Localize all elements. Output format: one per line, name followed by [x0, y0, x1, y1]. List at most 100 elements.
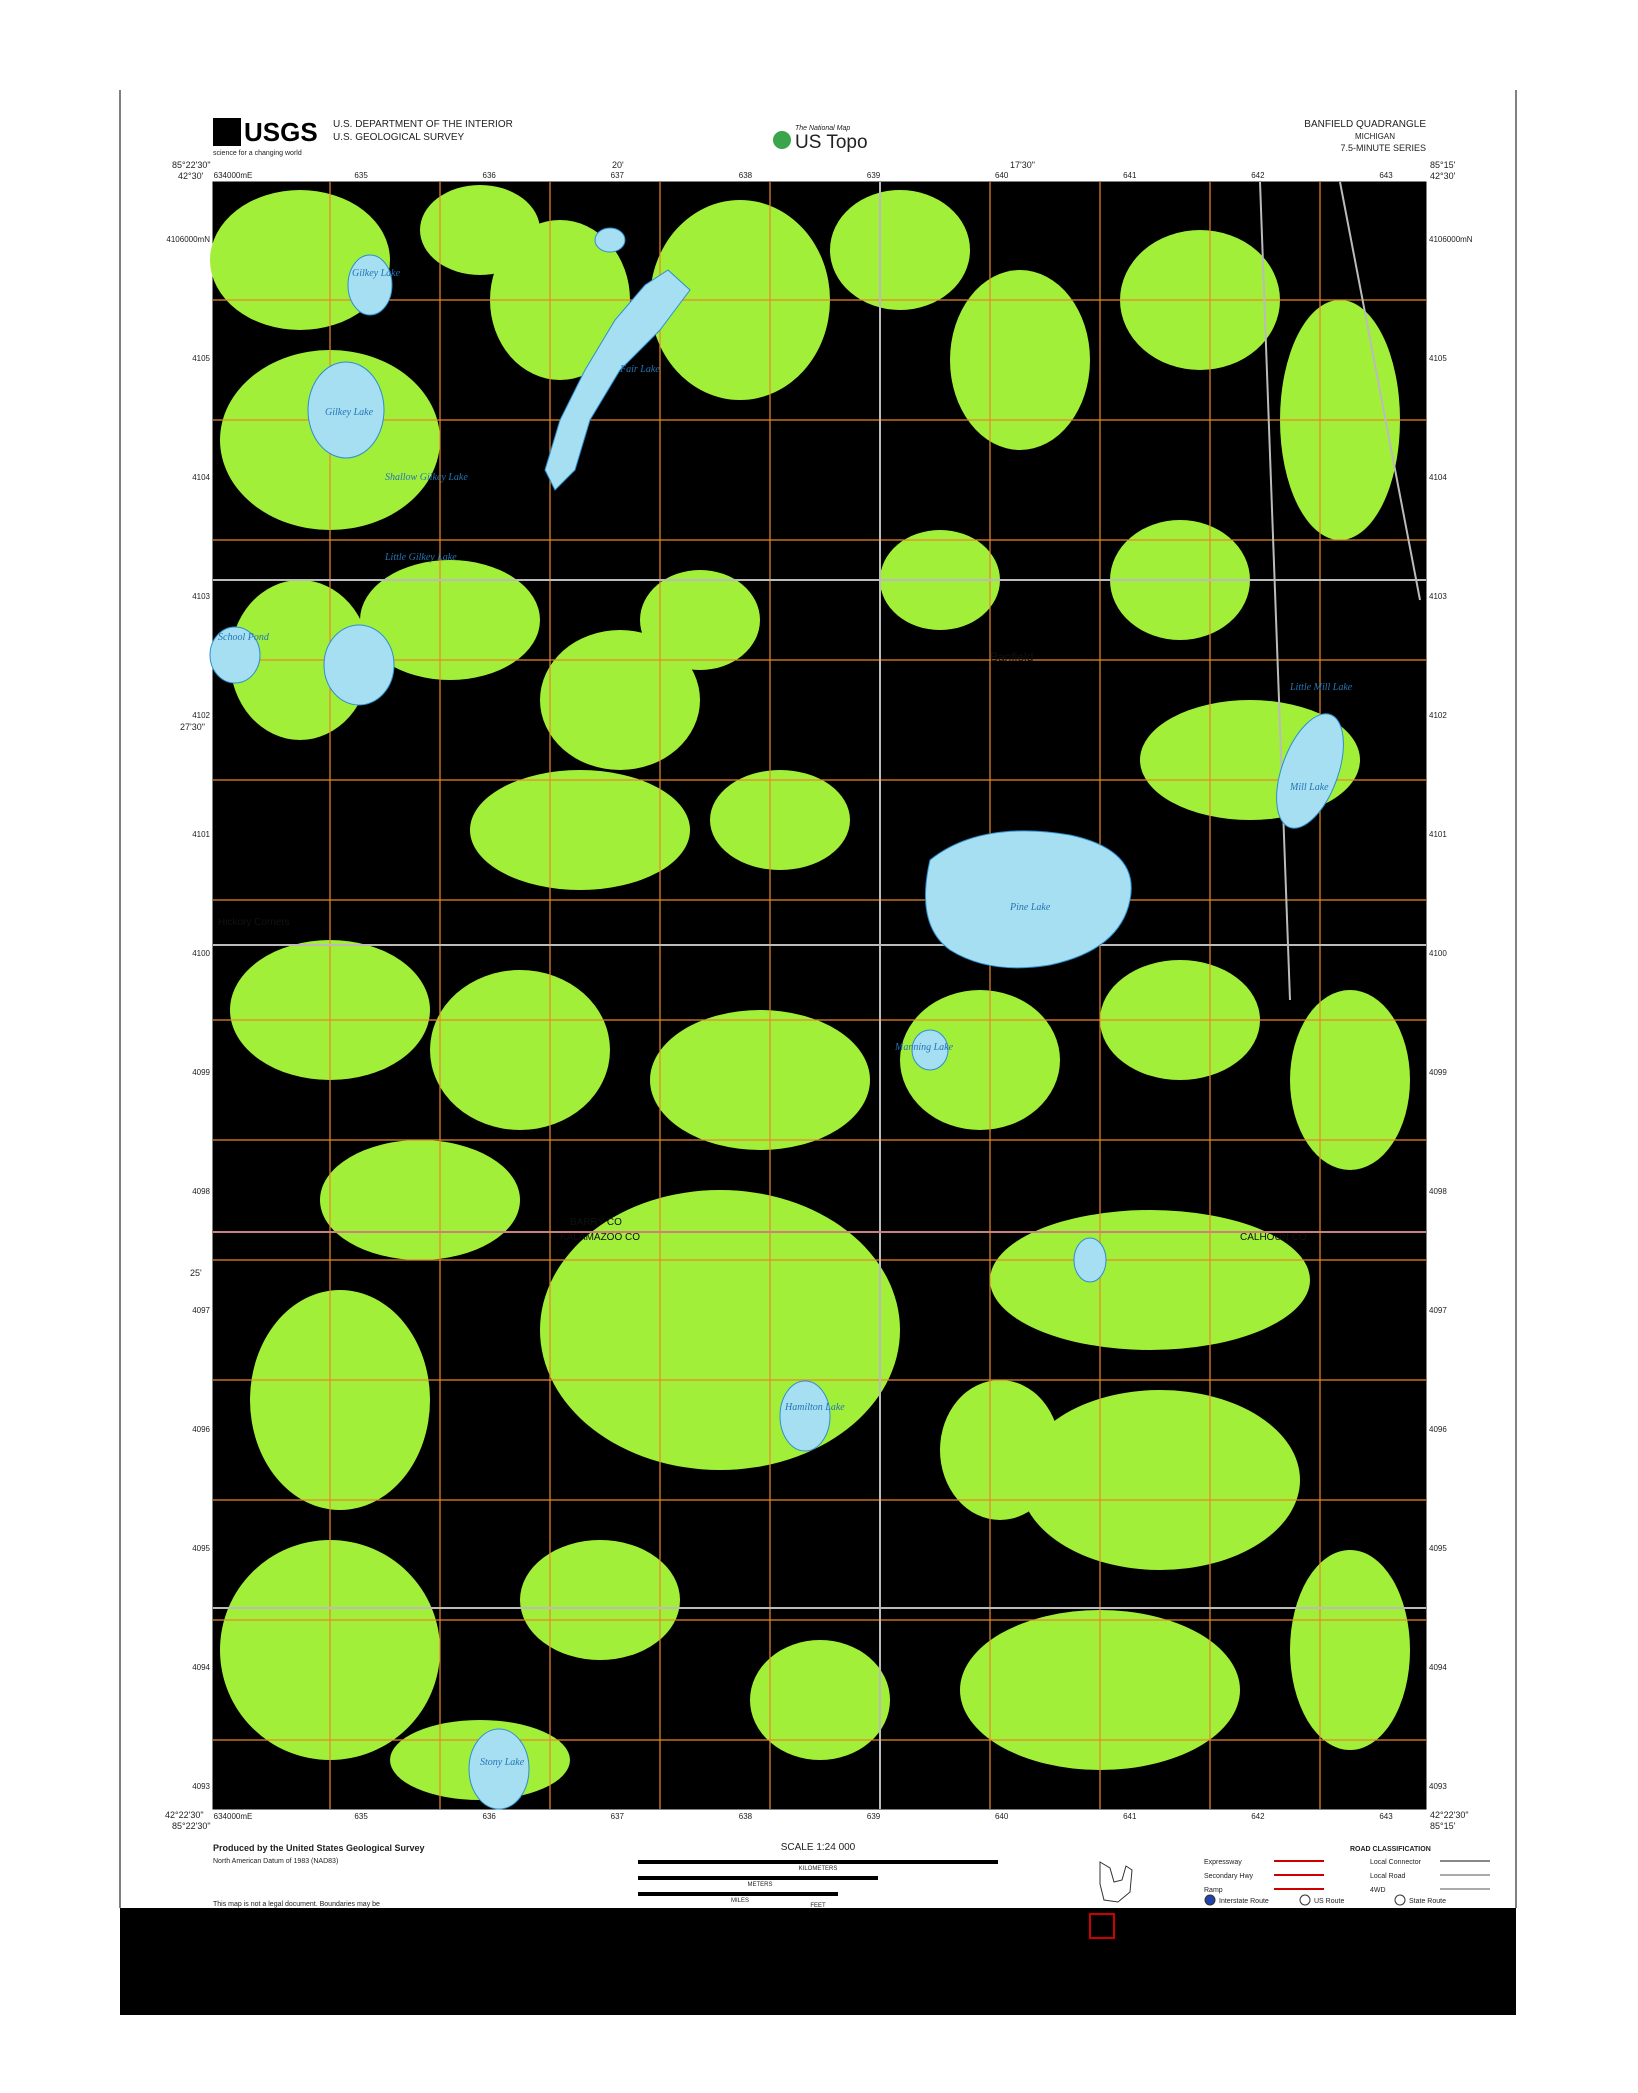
place-label: Little Gilkey Lake [384, 552, 457, 563]
northing-label: 4099 [192, 1068, 210, 1077]
usgs-mark [213, 118, 241, 146]
easting-label: 643 [1379, 171, 1393, 180]
northing-label: 4104 [1429, 473, 1447, 482]
road-type: Local Road [1370, 1873, 1406, 1880]
road-type: Expressway [1204, 1859, 1242, 1866]
place-label: Hickory Corners [218, 917, 290, 928]
series: 7.5-MINUTE SERIES [1340, 143, 1426, 153]
route-symbol [1204, 1894, 1216, 1906]
northing-label: 4106000mN [166, 235, 210, 244]
road-legend: Expressway Secondary Hwy Ramp Local Connect… [1204, 1859, 1490, 1906]
scale-unit: KILOMETERS [799, 1866, 838, 1872]
bottom-band [120, 1908, 1516, 2015]
easting-label: 640 [995, 171, 1009, 180]
corner-label: 85°15' [1430, 160, 1456, 170]
usgs-logo: USGS [244, 117, 318, 147]
northing-label: 4101 [1429, 830, 1447, 839]
grid-tick-labels: 634000mE 634000mE 635 635 636 636 637 637 638 638… [166, 171, 1472, 1821]
northing-label: 4103 [192, 592, 210, 601]
northing-label: 4098 [1429, 1187, 1447, 1196]
scale-bar [638, 1892, 838, 1896]
us-topo: US Topo [795, 132, 868, 153]
scale-bar [638, 1860, 998, 1864]
northing-label: 4103 [1429, 592, 1447, 601]
road-type: 4WD [1370, 1887, 1386, 1894]
place-label: Hamilton Lake [784, 1402, 845, 1413]
place-label: School Pond [218, 632, 270, 643]
corner-label: 85°22'30" [172, 160, 211, 170]
road-type: Local Connector [1370, 1859, 1422, 1866]
corner-label: 42°30' [1430, 171, 1456, 181]
corner-label: 17'30" [1010, 160, 1035, 170]
corner-label: 20' [612, 160, 624, 170]
route-symbol [1394, 1894, 1406, 1906]
tagline: science for a changing world [213, 150, 302, 157]
place-label: Mill Lake [1289, 782, 1329, 793]
marker [1089, 1913, 1115, 1939]
easting-label: 642 [1251, 171, 1265, 180]
county-label: BARRY CO [570, 1217, 622, 1228]
scale-unit: FEET [810, 1903, 826, 1909]
county-label: KALAMAZOO CO [560, 1232, 640, 1243]
easting-label: 636 [483, 171, 497, 180]
northing-label: 4095 [1429, 1544, 1447, 1553]
northing-label: 4093 [1429, 1782, 1447, 1791]
northing-label: 4102 [1429, 711, 1447, 720]
easting-label: 642 [1251, 1812, 1265, 1821]
route-type: State Route [1409, 1898, 1446, 1905]
place-labels: Gilkey Lake Fair Lake Gilkey Lake Shallo… [218, 268, 1353, 1768]
northing-label: 4098 [192, 1187, 210, 1196]
northing-label: 4106000mN [1429, 235, 1473, 244]
survey: U.S. GEOLOGICAL SURVEY [333, 132, 464, 143]
place-label: Manning Lake [894, 1042, 954, 1053]
datum: North American Datum of 1983 (NAD83) [213, 1858, 338, 1865]
easting-label: 639 [867, 1812, 881, 1821]
corner-label: 42°22'30" [165, 1810, 204, 1820]
easting-label: 634000mE [214, 171, 253, 180]
northing-label: 4101 [192, 830, 210, 839]
northing-label: 4096 [1429, 1425, 1447, 1434]
topo-icon [773, 131, 791, 149]
northing-label: 4095 [192, 1544, 210, 1553]
easting-label: 635 [354, 1812, 368, 1821]
scale-unit: MILES [731, 1898, 749, 1904]
place-label: Little Mill Lake [1289, 682, 1353, 693]
easting-label: 641 [1123, 1812, 1137, 1821]
easting-label: 638 [739, 171, 753, 180]
northing-label: 4094 [1429, 1663, 1447, 1672]
lakes [209, 227, 1344, 1810]
northing-label: 4105 [1429, 354, 1447, 363]
easting-label: 637 [611, 1812, 625, 1821]
easting-label: 638 [739, 1812, 753, 1821]
route-type: Interstate Route [1219, 1898, 1269, 1905]
easting-label: 634000mE [214, 1812, 253, 1821]
easting-label: 641 [1123, 171, 1137, 180]
state: MICHIGAN [1355, 132, 1395, 141]
road-type: Ramp [1204, 1887, 1223, 1894]
county-label: CALHOUN CO [1240, 1232, 1307, 1243]
road-title: ROAD CLASSIFICATION [1350, 1846, 1431, 1853]
northing-label: 4099 [1429, 1068, 1447, 1077]
easting-label: 636 [483, 1812, 497, 1821]
corner-label: 42°22'30" [1430, 1810, 1469, 1820]
northing-label: 4096 [192, 1425, 210, 1434]
map-frame: Gilkey Lake Fair Lake Gilkey Lake Shallo… [209, 181, 1427, 1810]
place-label: Fair Lake [619, 364, 660, 375]
corner-label: 85°15' [1430, 1821, 1456, 1831]
agency: U.S. DEPARTMENT OF THE INTERIOR [333, 119, 513, 130]
northing-label: 4102 [192, 711, 210, 720]
easting-label: 635 [354, 171, 368, 180]
easting-label: 643 [1379, 1812, 1393, 1821]
place-label: Stony Lake [480, 1757, 525, 1768]
corner-label: 42°30' [178, 171, 204, 181]
route-symbol [1299, 1894, 1311, 1906]
state-inset [1099, 1861, 1133, 1903]
quadrangle: BANFIELD QUADRANGLE [1304, 119, 1426, 130]
northing-label: 4097 [192, 1306, 210, 1315]
northing-label: 4100 [1429, 949, 1447, 958]
scale-unit: METERS [747, 1882, 772, 1888]
scale: SCALE 1:24 000 [781, 1842, 856, 1853]
northing-label: 4100 [192, 949, 210, 958]
place-label: Pine Lake [1009, 902, 1051, 913]
